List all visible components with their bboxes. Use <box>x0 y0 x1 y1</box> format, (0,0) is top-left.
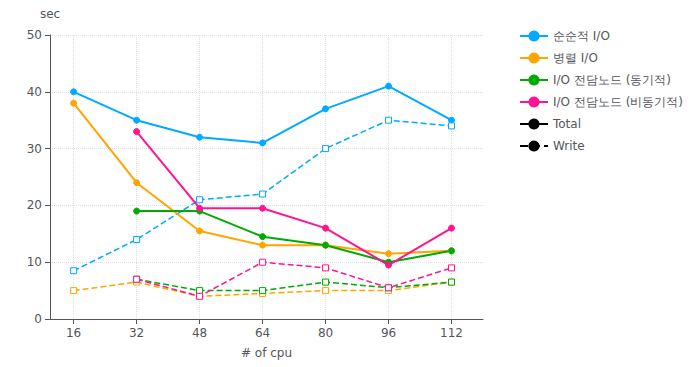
svg-text:I/O 전담노드 (비동기적): I/O 전담노드 (비동기적) <box>553 95 683 109</box>
svg-text:16: 16 <box>66 326 81 340</box>
svg-text:112: 112 <box>440 326 463 340</box>
svg-text:순순적 I/O: 순순적 I/O <box>553 29 610 43</box>
svg-text:0: 0 <box>34 312 42 326</box>
svg-text:96: 96 <box>381 326 396 340</box>
svg-text:Write: Write <box>553 139 585 153</box>
svg-text:64: 64 <box>255 326 270 340</box>
svg-text:sec: sec <box>40 7 60 21</box>
svg-text:40: 40 <box>27 85 42 99</box>
svg-text:Total: Total <box>552 117 581 131</box>
svg-text:30: 30 <box>27 142 42 156</box>
svg-text:병렬 I/O: 병렬 I/O <box>553 51 598 65</box>
svg-text:# of cpu: # of cpu <box>241 346 292 360</box>
svg-text:32: 32 <box>129 326 144 340</box>
svg-text:50: 50 <box>27 28 42 42</box>
svg-text:80: 80 <box>318 326 333 340</box>
svg-text:10: 10 <box>27 255 42 269</box>
svg-text:48: 48 <box>192 326 207 340</box>
svg-text:20: 20 <box>27 198 42 212</box>
svg-text:I/O 전담노드 (동기적): I/O 전담노드 (동기적) <box>553 73 671 87</box>
